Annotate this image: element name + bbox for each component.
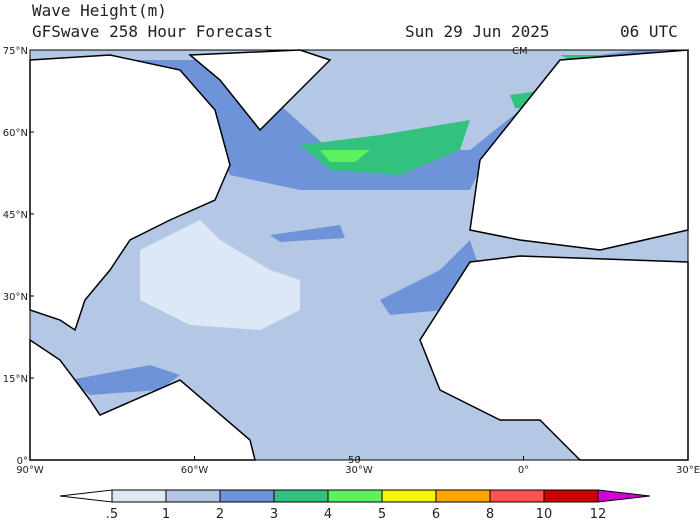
colorbar-label: 10 xyxy=(536,507,553,522)
lon-label: 0° xyxy=(518,465,529,476)
colorbar-arrow xyxy=(59,489,113,503)
wave-patch xyxy=(70,365,180,395)
colorbar-segment xyxy=(543,489,599,503)
colorbar-segment xyxy=(327,489,383,503)
lat-label: 15°N xyxy=(3,374,28,385)
contour-label: CM xyxy=(512,46,528,57)
title: Wave Height(m) xyxy=(32,1,167,20)
colorbar-label: 4 xyxy=(324,507,332,522)
colorbar: .5 1 2 3 4 5 6 8 10 12 xyxy=(59,489,651,522)
colorbar-segment xyxy=(219,489,275,503)
colorbar-segment xyxy=(381,489,437,503)
colorbar-segment xyxy=(111,489,167,503)
wave-patch xyxy=(320,150,370,162)
colorbar-label: 5 xyxy=(378,507,386,522)
wave-band xyxy=(30,50,688,190)
date: Sun 29 Jun 2025 xyxy=(405,22,550,41)
colorbar-label: .5 xyxy=(106,507,118,522)
colorbar-arrow xyxy=(597,489,651,503)
colorbar-segment xyxy=(165,489,221,503)
land xyxy=(29,54,231,332)
colorbar-label: 6 xyxy=(432,507,440,522)
colorbar-segment xyxy=(489,489,545,503)
lon-label: 30°W xyxy=(345,465,373,476)
lat-label: 0° xyxy=(17,456,28,467)
calm-region xyxy=(140,220,300,330)
lat-label: 30°N xyxy=(3,292,28,303)
lat-label: 45°N xyxy=(3,210,28,221)
lat-label: 75°N xyxy=(3,46,28,57)
colorbar-segment xyxy=(435,489,491,503)
lon-label: 90°W xyxy=(16,465,44,476)
colorbar-label: 12 xyxy=(590,507,607,522)
contour-label: 50 xyxy=(348,455,361,466)
lon-label: 30°E xyxy=(676,465,700,476)
colorbar-label: 2 xyxy=(216,507,224,522)
colorbar-segment xyxy=(273,489,329,503)
time: 06 UTC xyxy=(620,22,678,41)
land xyxy=(419,255,689,461)
colorbar-label: 3 xyxy=(270,507,278,522)
lon-label: 60°W xyxy=(181,465,209,476)
axes: 75°N60°N45°N30°N15°N0°90°W 60°W 30°W 0° 30°E xyxy=(3,46,700,476)
subtitle: GFSwave 258 Hour Forecast xyxy=(32,22,273,41)
map-area: CM 50 xyxy=(29,46,689,466)
wave-patch xyxy=(270,225,345,242)
colorbar-label: 8 xyxy=(486,507,494,522)
colorbar-label: 1 xyxy=(162,507,170,522)
lat-label: 60°N xyxy=(3,128,28,139)
